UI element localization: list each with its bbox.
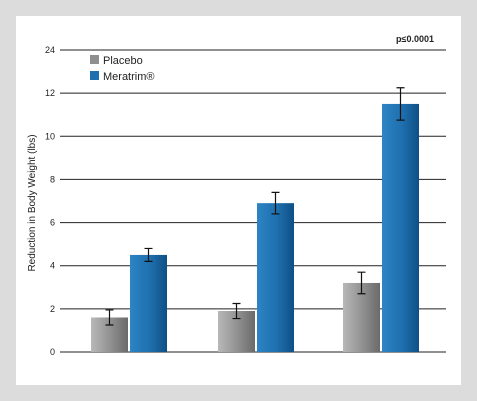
y-tick-label: 6 [50, 218, 55, 228]
error-bar [105, 309, 114, 326]
bar-placebo [343, 282, 380, 352]
legend-label-placebo: Placebo [103, 55, 143, 67]
y-tick-label: 8 [50, 174, 55, 184]
error-bar [232, 302, 241, 320]
y-tick-label: 2 [50, 304, 55, 314]
bar-meratrim [382, 103, 419, 352]
error-bar [396, 87, 405, 121]
y-tick-label: 10 [45, 131, 55, 141]
bar-meratrim [257, 203, 294, 352]
bars [91, 87, 419, 352]
y-tick-label: 0 [50, 347, 55, 357]
significance-annotation: p≤0.0001 [396, 34, 434, 44]
y-tick-label: 12 [45, 88, 55, 98]
error-bar [271, 191, 280, 215]
error-bar [144, 247, 153, 262]
legend-label-meratrim: Meratrim® [103, 71, 155, 83]
y-tick-label: 4 [50, 261, 55, 271]
error-bar [357, 271, 366, 295]
legend: Placebo Meratrim® [90, 55, 155, 83]
bar-meratrim [130, 254, 167, 352]
legend-swatch-meratrim [90, 71, 99, 80]
y-axis-label: Reduction in Body Weight (lbs) [27, 134, 38, 271]
legend-swatch-placebo [90, 55, 99, 64]
y-tick-label: 24 [45, 45, 55, 55]
